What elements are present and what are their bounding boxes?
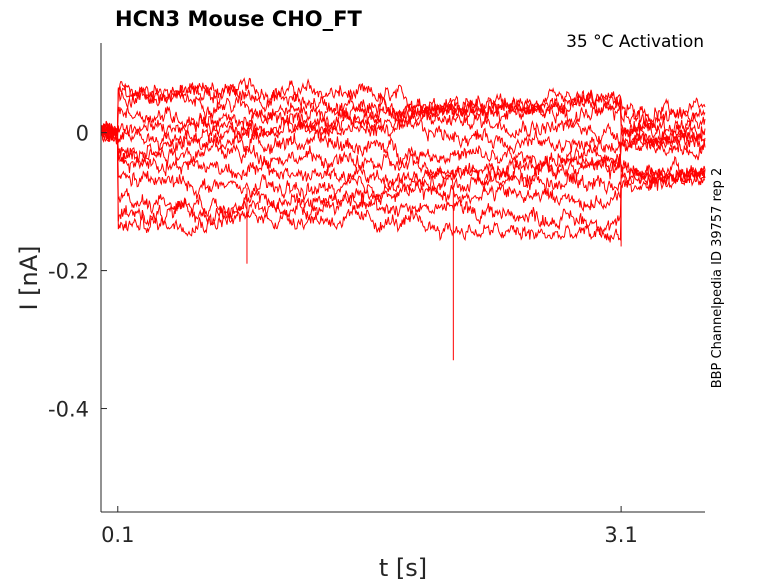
x-axis-label: t [s] bbox=[379, 554, 427, 582]
x-tick-label: 3.1 bbox=[604, 523, 637, 547]
y-axis-label: I [nA] bbox=[15, 245, 43, 310]
ticks-group: 0.1 3.1 0 -0.2 -0.4 bbox=[48, 122, 638, 547]
chart-title: HCN3 Mouse CHO_FT bbox=[115, 7, 362, 31]
x-tick-label: 0.1 bbox=[101, 523, 134, 547]
series-line bbox=[100, 123, 706, 181]
series-line bbox=[100, 128, 706, 193]
series-line bbox=[100, 80, 706, 141]
series-line bbox=[100, 126, 705, 243]
y-tick-label: 0 bbox=[76, 122, 89, 146]
series-line bbox=[100, 108, 706, 153]
series-line bbox=[100, 115, 706, 155]
y-tick-label: -0.4 bbox=[48, 398, 89, 422]
side-label: BBP Channelpedia ID 39757 rep 2 bbox=[710, 168, 725, 389]
series-line bbox=[100, 126, 706, 219]
y-tick-label: -0.2 bbox=[48, 260, 89, 284]
traces-group bbox=[100, 77, 706, 361]
chart-annotation: 35 °C Activation bbox=[566, 32, 704, 52]
series-line bbox=[100, 122, 706, 235]
